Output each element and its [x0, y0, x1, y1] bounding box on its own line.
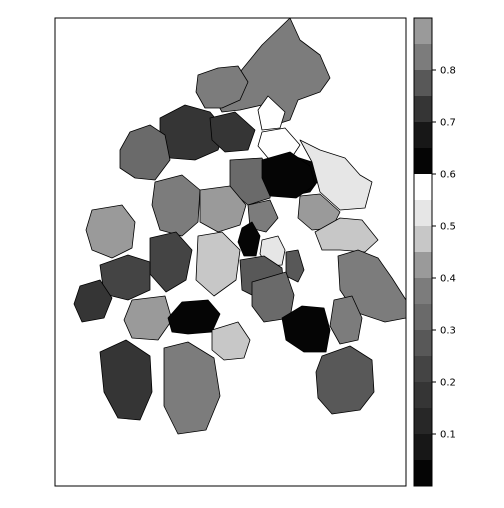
map-region — [99, 339, 153, 421]
map-region — [151, 174, 201, 237]
map-region — [195, 65, 249, 109]
colorbar-band — [414, 252, 432, 278]
colorbar — [414, 18, 432, 486]
map-region — [237, 221, 261, 257]
colorbar-tick-label: 0.3 — [440, 326, 456, 337]
colorbar-ticks: 0.1 0.2 0.3 0.4 0.5 0.6 0.7 0.8 — [432, 66, 456, 441]
colorbar-tick-label: 0.6 — [440, 170, 456, 181]
colorbar-band — [414, 200, 432, 226]
map-region — [209, 17, 331, 129]
colorbar-band — [414, 226, 432, 252]
colorbar-tick-label: 0.7 — [440, 118, 456, 129]
colorbar-tick-label: 0.2 — [440, 378, 456, 389]
colorbar-band — [414, 330, 432, 356]
colorbar-band — [414, 96, 432, 122]
map-region — [85, 204, 136, 259]
map-region — [167, 299, 221, 335]
map-region — [299, 139, 373, 211]
colorbar-band — [414, 304, 432, 330]
colorbar-band — [414, 382, 432, 408]
colorbar-band — [414, 148, 432, 174]
colorbar-band — [414, 122, 432, 148]
colorbar-band — [414, 434, 432, 460]
colorbar-tick-label: 0.4 — [440, 274, 456, 285]
colorbar-tick-label: 0.8 — [440, 66, 456, 77]
colorbar-tick-label: 0.1 — [440, 430, 456, 441]
colorbar-frame — [413, 17, 433, 487]
colorbar-band — [414, 44, 432, 70]
map-region — [199, 185, 247, 233]
map-region — [261, 151, 316, 199]
map-region — [257, 95, 286, 131]
colorbar-band — [414, 408, 432, 434]
map-region — [314, 217, 379, 253]
map-region — [211, 321, 251, 361]
colorbar-band — [414, 174, 432, 200]
map-region — [119, 124, 171, 181]
colorbar-band — [414, 460, 432, 486]
map-region — [73, 279, 113, 323]
colorbar-band — [414, 356, 432, 382]
map-region — [123, 295, 173, 341]
map-region — [195, 231, 241, 297]
map-region — [315, 345, 375, 415]
map-region — [163, 341, 221, 435]
colorbar-band — [414, 70, 432, 96]
map-region — [281, 305, 331, 353]
colorbar-band — [414, 278, 432, 304]
map-regions — [73, 17, 407, 435]
map-region — [329, 295, 363, 345]
colorbar-band — [414, 18, 432, 44]
colorbar-tick-label: 0.5 — [440, 222, 456, 233]
map-region — [209, 111, 256, 153]
